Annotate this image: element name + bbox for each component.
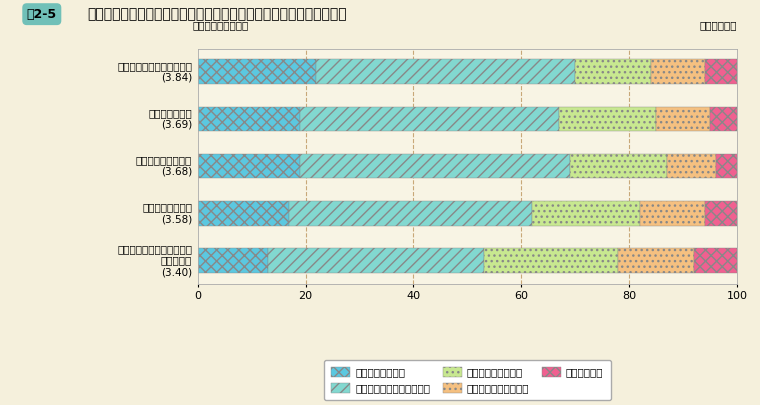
Bar (705, 201, 737, 226)
Bar (268, 248, 483, 273)
Bar (316, 59, 575, 84)
Text: 【適正な業務負荷】の領域に属する質問項目別の回答割合及び平均値: 【適正な業務負荷】の領域に属する質問項目別の回答割合及び平均値 (87, 7, 347, 21)
Bar (640, 201, 705, 226)
Bar (198, 59, 316, 84)
Bar (559, 107, 656, 131)
Text: 質問項目（平均値）: 質問項目（平均値） (192, 20, 249, 30)
Bar (619, 248, 694, 273)
Bar (570, 154, 667, 178)
Bar (710, 107, 737, 131)
Bar (198, 154, 300, 178)
Bar (716, 154, 737, 178)
Bar (483, 248, 619, 273)
Bar (651, 59, 705, 84)
Bar (300, 154, 570, 178)
Bar (198, 107, 300, 131)
Bar (198, 201, 290, 226)
Bar (705, 59, 737, 84)
Text: 図2-5: 図2-5 (27, 8, 57, 21)
Bar (198, 248, 268, 273)
Text: （単位：％）: （単位：％） (700, 20, 737, 30)
Bar (290, 201, 532, 226)
Bar (300, 107, 559, 131)
Legend: まったくその通り, どちらかといえばその通り, どちらともいえない, どちらかといえば違う, まったく違う: まったくその通り, どちらかといえばその通り, どちらともいえない, どちらかと… (325, 360, 610, 401)
Bar (575, 59, 651, 84)
Bar (694, 248, 737, 273)
Bar (656, 107, 710, 131)
Bar (667, 154, 716, 178)
Bar (532, 201, 640, 226)
